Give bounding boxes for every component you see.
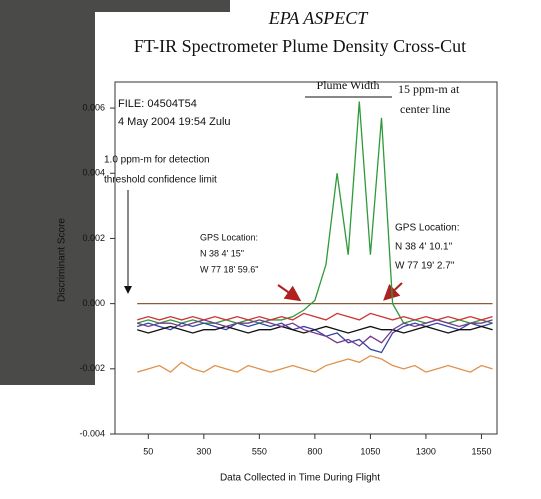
annotation: 4 May 2004 19:54 Zulu (118, 116, 231, 128)
series-line (137, 355, 493, 373)
series-line (137, 325, 493, 334)
gps-arrow (277, 284, 302, 302)
annotation: GPS Location: (395, 223, 459, 234)
x-tick-label: 1300 (416, 446, 436, 456)
annotation: W 77 18' 59.6" (200, 264, 258, 274)
gps-arrow (383, 282, 403, 301)
y-tick-label: 0.006 (82, 102, 105, 112)
x-tick-label: 550 (252, 446, 267, 456)
chart-title: EPA ASPECT (268, 8, 370, 28)
annotation: center line (400, 102, 450, 116)
x-tick-label: 300 (196, 446, 211, 456)
annotation: threshold confidence limit (104, 175, 217, 186)
y-tick-label: -0.002 (79, 363, 105, 373)
annotation: 1.0 ppm-m for detection (104, 155, 210, 166)
annotation: N 38 4' 10.1" (395, 242, 453, 253)
y-tick-label: 0.000 (82, 298, 105, 308)
y-tick-label: 0.002 (82, 233, 105, 243)
x-tick-label: 1550 (471, 446, 491, 456)
chart-panel (95, 12, 541, 499)
x-tick-label: 800 (307, 446, 322, 456)
y-tick-label: -0.004 (79, 428, 105, 438)
annotation: 15 ppm-m at (398, 82, 460, 96)
annotation: FILE: 04504T54 (118, 98, 197, 110)
series-line (137, 319, 493, 347)
annotation: Plume Width (317, 78, 380, 92)
annotation: GPS Location: (200, 232, 258, 242)
x-tick-label: 1050 (360, 446, 380, 456)
annotation: N 38 4' 15" (200, 248, 244, 258)
y-tick-label: 0.004 (82, 168, 105, 178)
y-axis-label: Discriminant Score (57, 218, 68, 302)
annotation: W 77 19' 2.7" (395, 261, 455, 272)
x-axis-label: Data Collected in Time During Flight (220, 473, 380, 484)
x-tick-label: 50 (143, 446, 153, 456)
chart-subtitle: FT-IR Spectrometer Plume Density Cross-C… (134, 36, 466, 56)
plot-frame (114, 81, 498, 435)
series-line (137, 312, 493, 321)
